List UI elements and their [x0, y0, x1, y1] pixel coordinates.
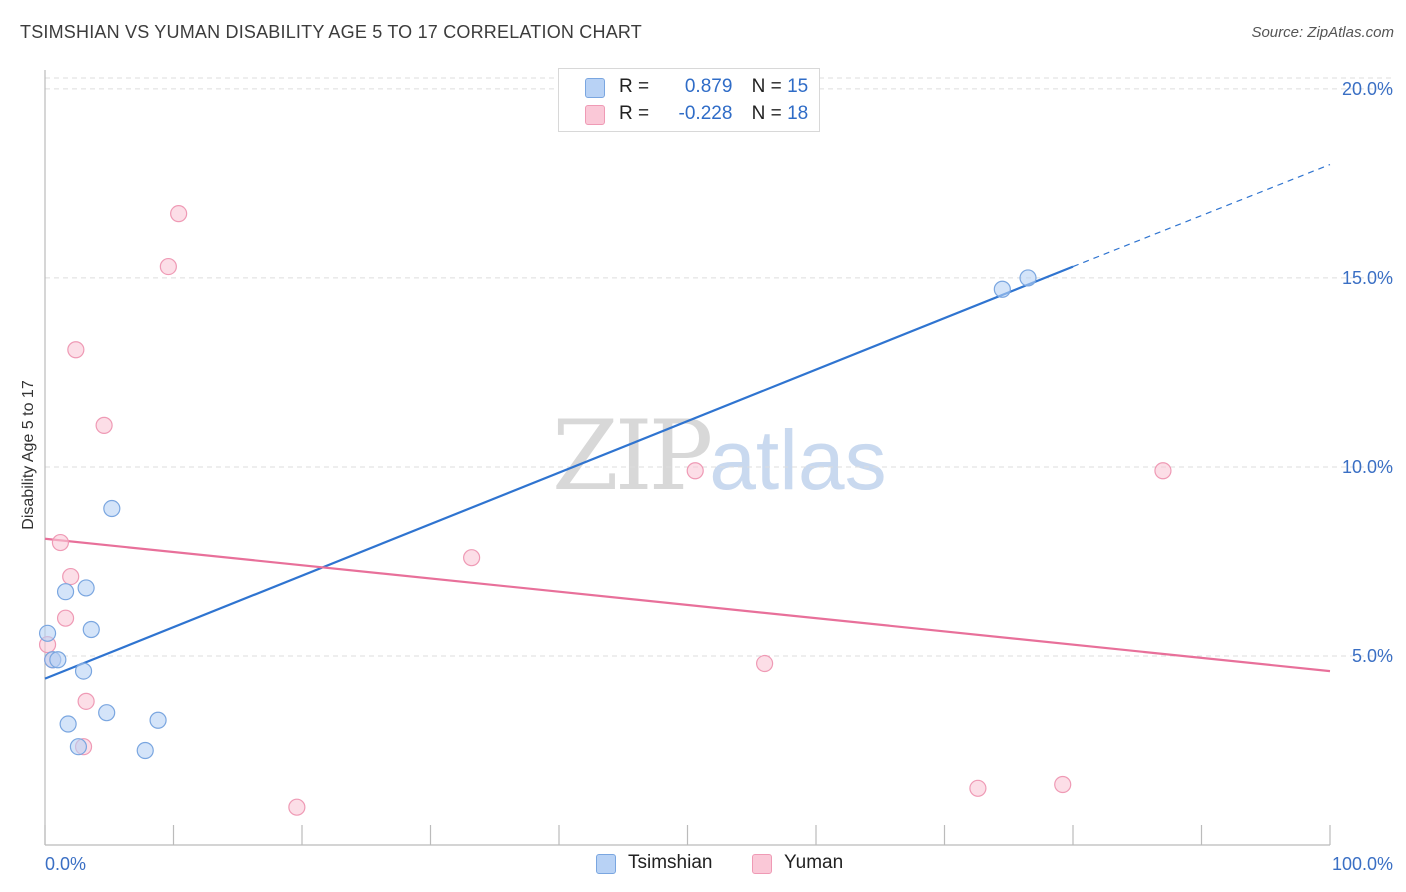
grid [45, 77, 1394, 657]
yuman-point [1154, 462, 1172, 480]
x-tick-label-max: 100.0% [1332, 854, 1393, 874]
yuman-swatch [585, 105, 605, 125]
yuman-point [67, 341, 85, 359]
yuman-point [95, 416, 113, 434]
tick-labels: 5.0% 10.0% 15.0% 20.0% 0.0% 100.0% [45, 79, 1393, 874]
tsimshian-trend-line [44, 265, 1074, 680]
r-value: -0.228 [678, 103, 733, 124]
tsimshian-point [993, 280, 1011, 298]
y-tick-label: 20.0% [1342, 79, 1393, 99]
y-tick-label: 15.0% [1342, 268, 1393, 288]
yuman-point [170, 205, 188, 223]
y-tick-label: 10.0% [1342, 457, 1393, 477]
r-label: R = [619, 103, 650, 124]
axes [44, 70, 1331, 846]
yuman-point [62, 567, 80, 586]
yuman-trend-line [44, 537, 1331, 673]
n-value: 18 [787, 103, 809, 124]
tsimshian-point [49, 651, 67, 669]
y-tick-label: 5.0% [1352, 646, 1393, 666]
legend-label-tsimshian: Tsimshian [628, 852, 713, 873]
tsimshian-trend-extension [1072, 163, 1331, 268]
yuman-point [686, 462, 704, 480]
chart-title: TSIMSHIAN VS YUMAN DISABILITY AGE 5 TO 1… [20, 22, 642, 42]
r-value: 0.879 [684, 76, 733, 97]
tsimshian-point [103, 499, 121, 518]
tsimshian-point [59, 715, 77, 733]
yuman-point [159, 257, 177, 276]
trend-lines [44, 163, 1331, 680]
y-axis-title: Disability Age 5 to 17 [20, 380, 37, 530]
yuman-point [56, 609, 75, 627]
yuman-point [969, 779, 987, 797]
tsimshian-point [149, 711, 167, 729]
tsimshian-point [56, 583, 75, 601]
yuman-point [288, 798, 306, 816]
n-value: 15 [787, 76, 809, 97]
yuman-legend-swatch [752, 854, 772, 874]
watermark-atlas: atlas [709, 413, 887, 507]
watermark: ZIPatlas [552, 400, 887, 512]
stats-text-yuman: R = -0.228 N = 18 [619, 103, 808, 125]
r-label: R = [619, 76, 650, 97]
tsimshian-point [136, 741, 154, 760]
yuman-point [77, 692, 95, 710]
data-points [38, 205, 1172, 816]
stats-text-tsimshian: R = 0.879 N = 15 [619, 76, 808, 98]
watermark-zip: ZIP [552, 400, 713, 512]
legend-label-yuman: Yuman [784, 852, 844, 873]
tsimshian-point [98, 704, 116, 722]
n-label: N = [751, 76, 782, 97]
tsimshian-legend-swatch [596, 854, 616, 874]
yuman-point [755, 654, 774, 673]
tsimshian-point [38, 624, 57, 642]
tsimshian-point [1019, 269, 1037, 287]
x-tick-label-min: 0.0% [45, 854, 86, 874]
tsimshian-point [69, 738, 88, 756]
stats-legend: R = 0.879 N = 15 R = -0.228 N = 18 [558, 68, 820, 132]
yuman-point [51, 533, 70, 552]
tsimshian-swatch [585, 78, 605, 98]
tsimshian-point [82, 620, 100, 639]
yuman-point [1054, 775, 1072, 794]
yuman-point [463, 549, 481, 567]
source-label: Source: ZipAtlas.com [1251, 24, 1394, 41]
tsimshian-point [77, 579, 95, 597]
n-label: N = [751, 103, 782, 124]
tsimshian-point [74, 662, 93, 680]
